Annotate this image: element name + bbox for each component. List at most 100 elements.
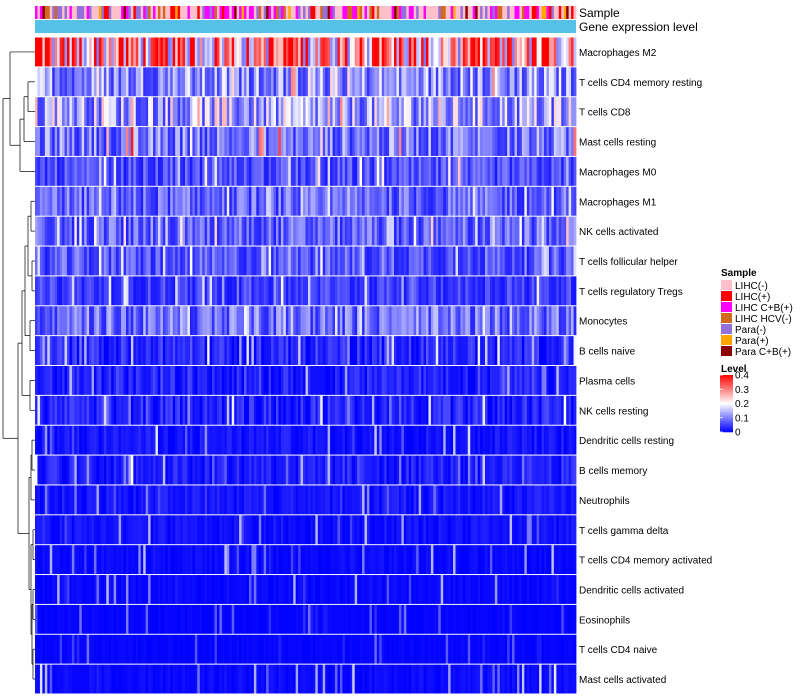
heatmap-cell bbox=[366, 425, 370, 455]
sample-cell bbox=[440, 6, 444, 19]
heatmap-cell bbox=[435, 67, 439, 97]
heatmap-cell bbox=[396, 366, 400, 395]
heatmap-cell bbox=[335, 455, 338, 485]
heatmap-cell bbox=[130, 515, 134, 545]
heatmap-cell bbox=[226, 395, 230, 425]
heatmap-cell bbox=[98, 604, 102, 634]
heatmap-cell bbox=[509, 276, 513, 306]
heatmap-cell bbox=[485, 575, 488, 604]
heatmap-cell bbox=[128, 246, 132, 276]
heatmap-cell bbox=[143, 634, 147, 664]
heatmap-cell bbox=[561, 336, 565, 365]
heatmap-cell bbox=[69, 97, 73, 127]
heatmap-cell bbox=[563, 156, 567, 186]
heatmap-cell bbox=[521, 485, 525, 515]
heatmap-cell bbox=[381, 515, 385, 545]
heatmap-cell bbox=[121, 664, 124, 694]
heatmap-cell bbox=[374, 634, 378, 664]
heatmap-cell bbox=[143, 395, 147, 425]
heatmap-cell bbox=[443, 425, 447, 455]
sample-cell bbox=[536, 6, 540, 19]
heatmap-cell bbox=[541, 545, 545, 575]
heatmap-cell bbox=[553, 97, 557, 127]
heatmap-cell bbox=[435, 186, 439, 216]
heatmap-cell bbox=[553, 575, 557, 604]
heatmap-cell bbox=[485, 37, 488, 67]
heatmap-cell bbox=[199, 246, 203, 276]
heatmap-cell bbox=[470, 306, 474, 336]
heatmap-cell bbox=[477, 485, 481, 515]
heatmap-cell bbox=[391, 366, 395, 395]
heatmap-cell bbox=[44, 97, 48, 127]
heatmap-cell bbox=[349, 37, 353, 67]
heatmap-cell bbox=[499, 455, 503, 485]
heatmap-cell bbox=[197, 604, 201, 634]
heatmap-cell bbox=[524, 515, 528, 545]
heatmap-cell bbox=[74, 97, 78, 127]
heatmap-cell bbox=[482, 455, 486, 485]
heatmap-cell bbox=[544, 515, 547, 545]
heatmap-cell bbox=[54, 306, 58, 336]
heatmap-cell bbox=[519, 306, 523, 336]
heatmap-cell bbox=[42, 485, 46, 515]
heatmap-cell bbox=[563, 634, 567, 664]
gene-expression-track bbox=[35, 20, 576, 33]
heatmap-cell bbox=[325, 67, 329, 97]
heatmap-cell bbox=[71, 545, 75, 575]
heatmap-cell bbox=[561, 455, 565, 485]
heatmap-cell bbox=[354, 246, 358, 276]
heatmap-cell bbox=[561, 575, 565, 604]
heatmap-cell bbox=[480, 37, 483, 67]
heatmap-cell bbox=[182, 575, 186, 604]
heatmap-cell bbox=[507, 425, 511, 455]
heatmap-cell bbox=[359, 634, 363, 664]
heatmap-cell bbox=[398, 634, 402, 664]
heatmap-cell bbox=[295, 186, 299, 216]
heatmap-cell bbox=[192, 425, 196, 455]
heatmap-cell bbox=[271, 246, 274, 276]
heatmap-row bbox=[35, 366, 577, 395]
heatmap-cell bbox=[59, 545, 63, 575]
heatmap-cell bbox=[167, 455, 171, 485]
heatmap-cell bbox=[470, 67, 474, 97]
heatmap-cell bbox=[312, 186, 316, 216]
heatmap-cell bbox=[221, 216, 225, 246]
heatmap-cell bbox=[539, 246, 542, 276]
heatmap-cell bbox=[475, 425, 479, 455]
heatmap-cell bbox=[253, 366, 257, 395]
heatmap-cell bbox=[273, 515, 277, 545]
heatmap-cell bbox=[116, 455, 120, 485]
heatmap-cell bbox=[379, 37, 383, 67]
heatmap-cell bbox=[335, 395, 338, 425]
heatmap-cell bbox=[362, 425, 365, 455]
heatmap-cell bbox=[145, 127, 149, 156]
heatmap-cell bbox=[460, 37, 464, 67]
heatmap-cell bbox=[492, 37, 496, 67]
heatmap-cell bbox=[566, 37, 570, 67]
heatmap-cell bbox=[521, 545, 525, 575]
sample-cell bbox=[307, 6, 311, 19]
heatmap-cell bbox=[298, 604, 301, 634]
heatmap-cell bbox=[74, 485, 78, 515]
heatmap-cell bbox=[421, 127, 424, 156]
heatmap-cell bbox=[317, 97, 321, 127]
sample-cell bbox=[354, 6, 358, 19]
heatmap-cell bbox=[440, 515, 444, 545]
heatmap-cell bbox=[111, 366, 115, 395]
heatmap-cell bbox=[303, 216, 306, 246]
heatmap-cell bbox=[472, 336, 476, 365]
heatmap-cell bbox=[526, 575, 530, 604]
heatmap-cell bbox=[91, 455, 95, 485]
heatmap-cell bbox=[189, 186, 193, 216]
heatmap-cell bbox=[504, 395, 508, 425]
heatmap-cell bbox=[413, 127, 417, 156]
heatmap-cell bbox=[209, 425, 213, 455]
heatmap-cell bbox=[226, 246, 230, 276]
heatmap-cell bbox=[453, 366, 456, 395]
heatmap-cell bbox=[212, 425, 215, 455]
heatmap-cell bbox=[283, 395, 287, 425]
heatmap-cell bbox=[106, 97, 110, 127]
heatmap-cell bbox=[566, 67, 570, 97]
heatmap-cell bbox=[330, 425, 333, 455]
heatmap-cell bbox=[563, 545, 567, 575]
